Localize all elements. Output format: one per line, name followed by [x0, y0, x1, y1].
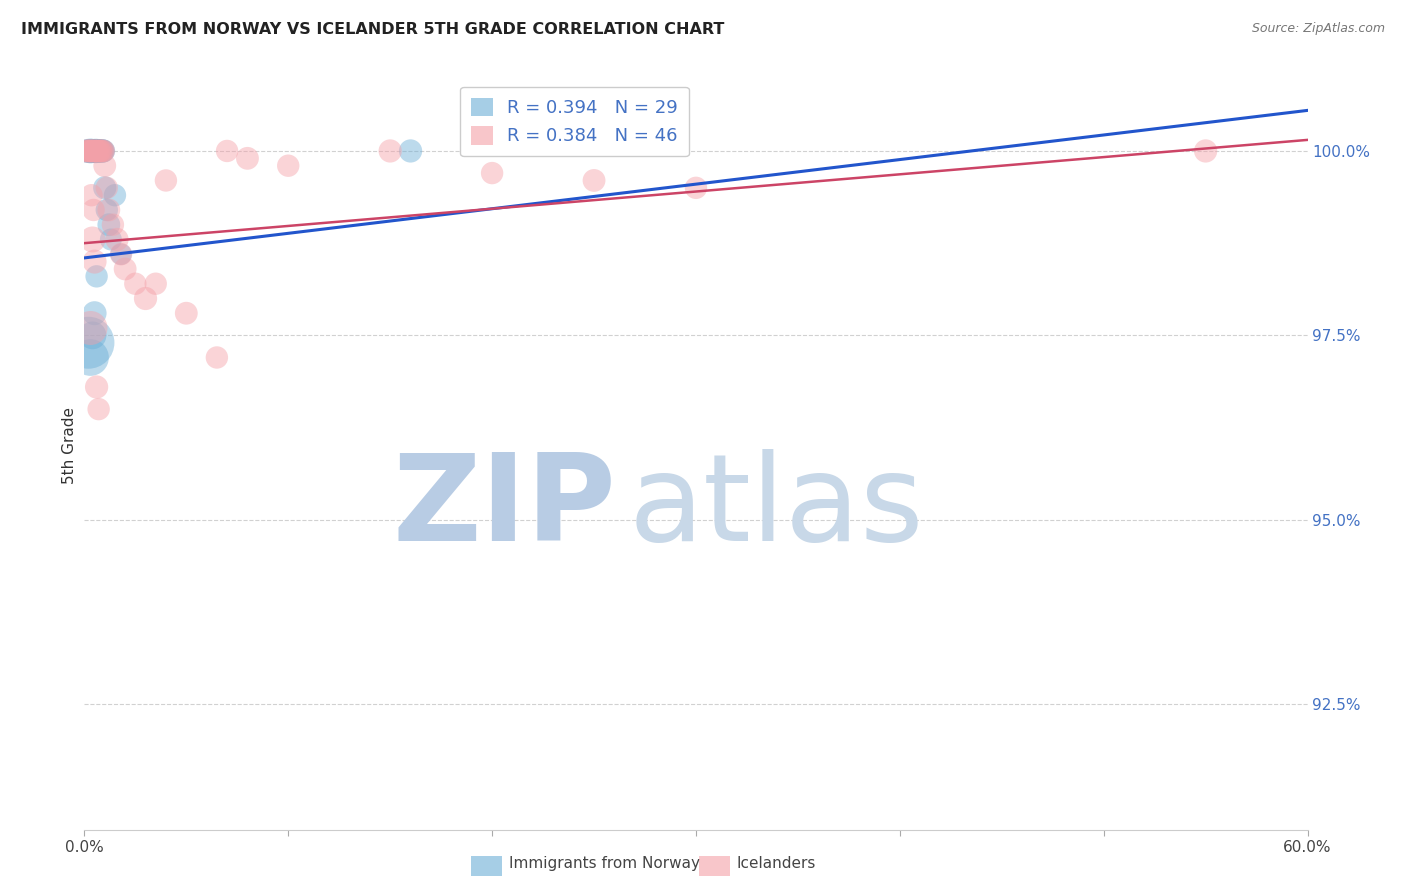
Point — [90, 144, 112, 158]
Point — [83, 306, 105, 320]
Point — [82, 328, 104, 343]
Point — [77, 144, 100, 158]
Point — [174, 306, 197, 320]
Point — [82, 232, 104, 246]
Point — [96, 181, 118, 195]
Point — [93, 144, 115, 158]
Point — [399, 144, 422, 158]
Point — [86, 144, 108, 158]
Point — [91, 144, 114, 158]
Point — [217, 144, 239, 158]
Point — [86, 144, 108, 158]
Point — [380, 144, 402, 158]
Point — [77, 144, 100, 158]
Point — [83, 144, 105, 158]
Point — [79, 144, 101, 158]
Point — [83, 144, 105, 158]
Point — [83, 144, 105, 158]
Point — [277, 159, 299, 173]
Point — [86, 144, 108, 158]
Point — [83, 144, 105, 158]
Point — [82, 144, 104, 158]
Point — [90, 144, 112, 158]
Point — [100, 232, 122, 246]
Point — [93, 144, 115, 158]
Text: Source: ZipAtlas.com: Source: ZipAtlas.com — [1251, 22, 1385, 36]
Point — [135, 292, 157, 306]
Point — [124, 277, 146, 291]
Point — [145, 277, 167, 291]
Point — [1195, 144, 1218, 158]
Point — [205, 351, 228, 365]
Point — [87, 144, 110, 158]
Point — [80, 144, 103, 158]
Point — [97, 202, 120, 217]
Point — [84, 144, 107, 158]
Point — [89, 144, 111, 158]
Legend: R = 0.394   N = 29, R = 0.384   N = 46: R = 0.394 N = 29, R = 0.384 N = 46 — [460, 87, 689, 156]
Text: atlas: atlas — [628, 449, 924, 566]
Text: ZIP: ZIP — [392, 449, 616, 566]
Point — [685, 181, 707, 195]
Point — [93, 181, 115, 195]
Point — [155, 173, 177, 187]
Point — [110, 247, 132, 261]
Point — [104, 188, 127, 202]
Point — [96, 202, 118, 217]
Point — [76, 144, 98, 158]
Point — [75, 144, 97, 158]
Point — [86, 269, 108, 284]
Point — [87, 402, 110, 417]
Point — [79, 144, 101, 158]
Point — [90, 144, 112, 158]
Point — [583, 173, 606, 187]
Point — [236, 152, 259, 166]
Point — [89, 144, 111, 158]
Y-axis label: 5th Grade: 5th Grade — [62, 408, 77, 484]
Text: IMMIGRANTS FROM NORWAY VS ICELANDER 5TH GRADE CORRELATION CHART: IMMIGRANTS FROM NORWAY VS ICELANDER 5TH … — [21, 22, 724, 37]
Point — [91, 144, 114, 158]
Point — [80, 144, 103, 158]
Text: Icelanders: Icelanders — [737, 856, 815, 871]
Point — [86, 380, 108, 394]
Point — [76, 144, 98, 158]
Point — [86, 144, 108, 158]
Point — [97, 218, 120, 232]
Text: Immigrants from Norway: Immigrants from Norway — [509, 856, 700, 871]
Point — [105, 232, 128, 246]
Point — [90, 144, 112, 158]
Point — [79, 351, 101, 365]
Point — [87, 144, 110, 158]
Point — [80, 188, 103, 202]
Point — [84, 144, 107, 158]
Point — [114, 262, 136, 277]
Point — [79, 144, 101, 158]
Point — [79, 144, 101, 158]
Point — [82, 144, 104, 158]
Point — [101, 218, 124, 232]
Point — [79, 321, 101, 335]
Point — [77, 335, 100, 350]
Point — [83, 254, 105, 268]
Point — [110, 247, 132, 261]
Point — [93, 159, 115, 173]
Point — [83, 202, 105, 217]
Point — [481, 166, 503, 180]
